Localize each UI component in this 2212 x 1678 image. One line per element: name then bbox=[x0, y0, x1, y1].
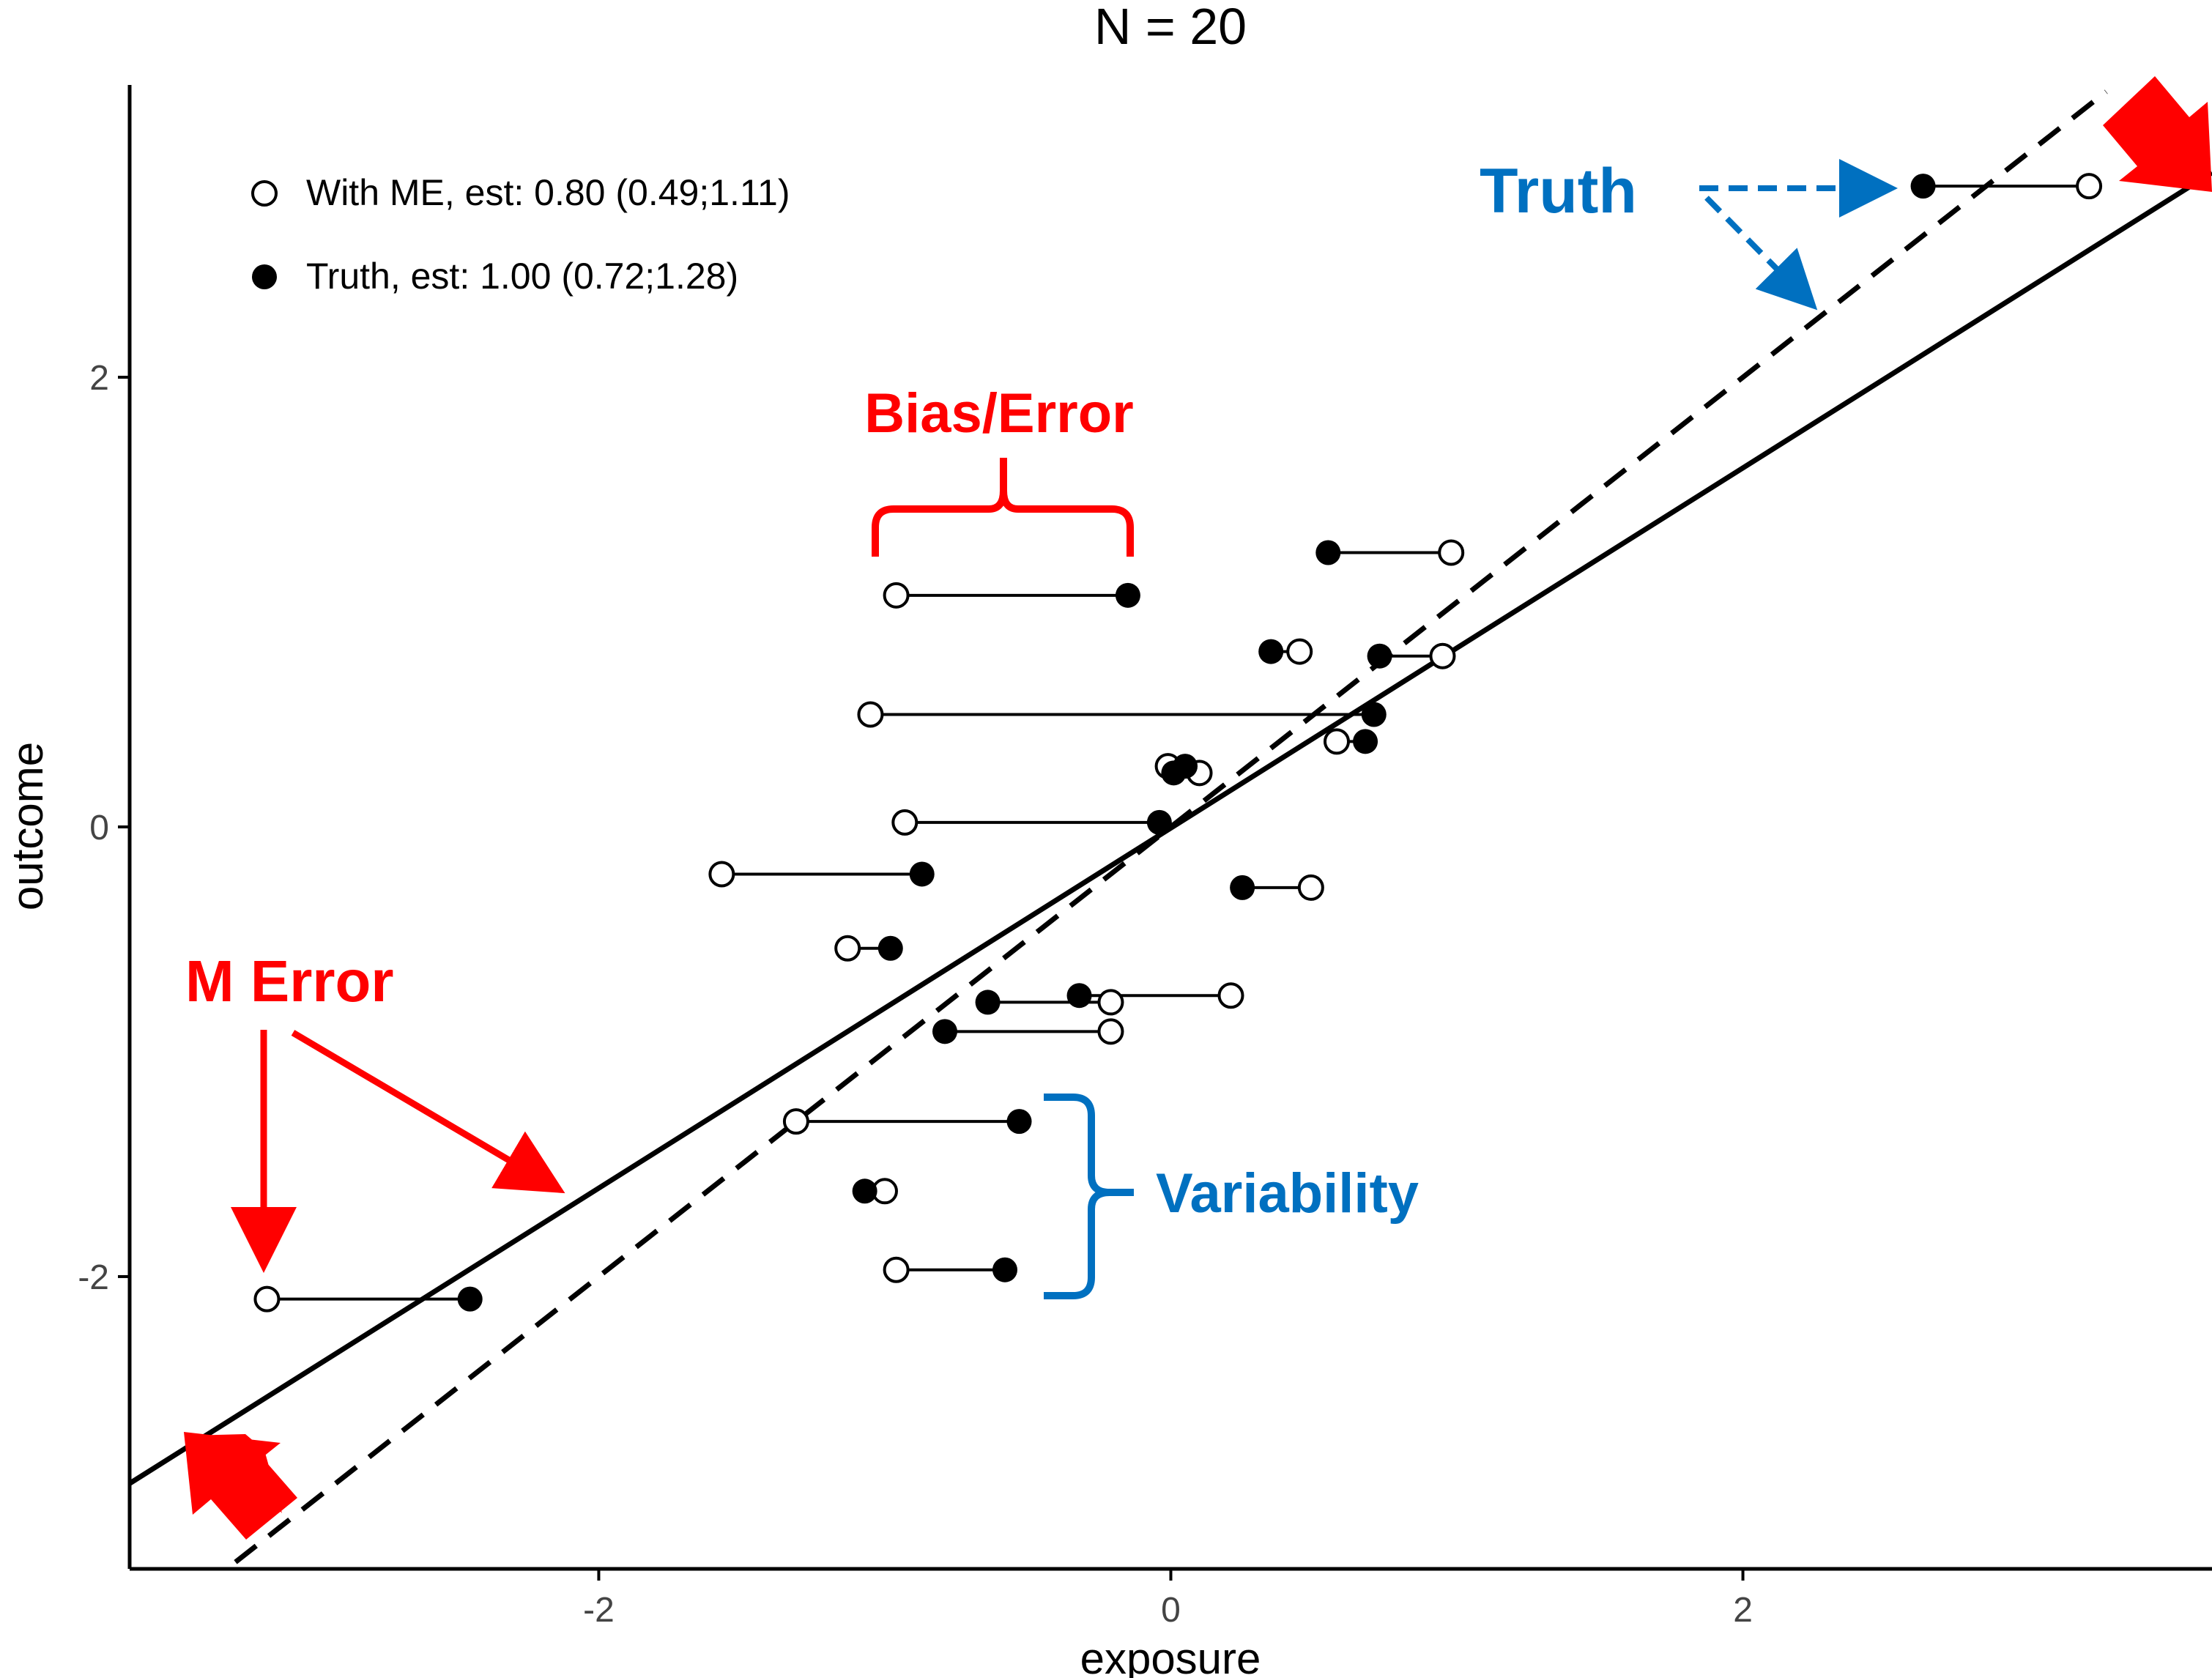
truth-point-3 bbox=[1258, 639, 1284, 664]
truth-point-4 bbox=[1367, 643, 1392, 669]
with-me-point-3 bbox=[1286, 638, 1313, 665]
legend-filled-circle-marker bbox=[252, 264, 277, 289]
with-me-point-11 bbox=[1297, 874, 1324, 901]
legend-label-with-me: With ME, est: 0.80 (0.49;1.11) bbox=[306, 172, 790, 213]
with-me-point-15 bbox=[1097, 1018, 1124, 1045]
truth-point-18 bbox=[992, 1257, 1017, 1282]
bias-error-annotation-label: Bias/Error bbox=[864, 382, 1134, 445]
with-me-point-13 bbox=[1217, 982, 1244, 1009]
with-me-point-0 bbox=[253, 1285, 281, 1313]
truth-point-16 bbox=[1006, 1109, 1032, 1135]
with-me-point-12 bbox=[834, 935, 861, 962]
with-me-point-5 bbox=[857, 701, 884, 728]
with-me-point-18 bbox=[883, 1256, 910, 1283]
m-error-annotation-label: M Error bbox=[185, 948, 394, 1014]
with-me-point-2 bbox=[1438, 539, 1465, 566]
truth-point-19 bbox=[1910, 174, 1936, 199]
with-me-point-16 bbox=[782, 1108, 809, 1135]
variability-annotation-label: Variability bbox=[1156, 1162, 1419, 1225]
legend: With ME, est: 0.80 (0.49;1.11) Truth, es… bbox=[251, 172, 790, 297]
truth-point-0 bbox=[457, 1286, 483, 1312]
with-me-fit-line bbox=[128, 170, 2212, 1486]
truth-annotation-label: Truth bbox=[1480, 156, 1637, 226]
truth-point-8 bbox=[1173, 754, 1198, 779]
legend-open-circle-marker bbox=[251, 180, 278, 207]
truth-point-10 bbox=[909, 861, 935, 887]
chart-title: N = 20 bbox=[1094, 0, 1247, 55]
y-tick-label-2: 2 bbox=[89, 359, 109, 398]
truth-point-2 bbox=[1315, 540, 1341, 565]
legend-label-truth: Truth, est: 1.00 (0.72;1.28) bbox=[306, 256, 738, 297]
with-me-point-4 bbox=[1429, 642, 1456, 669]
y-ticks: -2 0 2 bbox=[78, 359, 130, 1297]
truth-arrow-down bbox=[1704, 196, 1818, 311]
truth-point-12 bbox=[877, 935, 903, 961]
truth-point-14 bbox=[975, 990, 1001, 1015]
truth-annotation: Truth bbox=[1480, 156, 1898, 311]
with-me-point-1 bbox=[883, 582, 910, 609]
x-tick-label-2: 2 bbox=[1733, 1591, 1753, 1630]
y-tick-label-0: -2 bbox=[78, 1258, 109, 1297]
x-ticks: -2 0 2 bbox=[583, 1569, 1753, 1630]
y-axis-title: outcome bbox=[3, 742, 52, 910]
x-tick-label-1: 0 bbox=[1161, 1591, 1181, 1630]
red-block-arrow-bottom-left-body bbox=[184, 1432, 297, 1540]
bias-error-brace bbox=[872, 458, 1134, 557]
truth-point-17 bbox=[852, 1178, 877, 1204]
red-block-arrow-top-right bbox=[2103, 76, 2212, 192]
truth-point-6 bbox=[1353, 729, 1378, 754]
truth-point-15 bbox=[932, 1019, 957, 1044]
with-me-point-14 bbox=[1097, 989, 1124, 1016]
truth-point-9 bbox=[1146, 809, 1172, 835]
truth-point-5 bbox=[1361, 702, 1387, 727]
variability-annotation: Variability bbox=[1044, 1094, 1419, 1299]
data-points bbox=[253, 173, 2103, 1313]
x-tick-label-0: -2 bbox=[583, 1591, 615, 1630]
x-axis-title: exposure bbox=[1080, 1634, 1261, 1678]
pair-segments bbox=[267, 185, 2090, 1301]
y-tick-label-1: 0 bbox=[89, 809, 109, 847]
bias-error-annotation: Bias/Error bbox=[864, 382, 1134, 557]
with-me-point-19 bbox=[2076, 173, 2103, 200]
with-me-point-9 bbox=[891, 809, 918, 836]
m-error-annotation: M Error bbox=[185, 948, 565, 1273]
variability-brace bbox=[1044, 1094, 1134, 1299]
truth-point-13 bbox=[1066, 983, 1092, 1009]
m-error-arrow-diagonal bbox=[291, 1030, 565, 1194]
truth-point-1 bbox=[1115, 582, 1140, 608]
with-me-point-10 bbox=[708, 861, 735, 888]
truth-point-11 bbox=[1230, 875, 1255, 900]
with-me-point-6 bbox=[1324, 728, 1351, 755]
